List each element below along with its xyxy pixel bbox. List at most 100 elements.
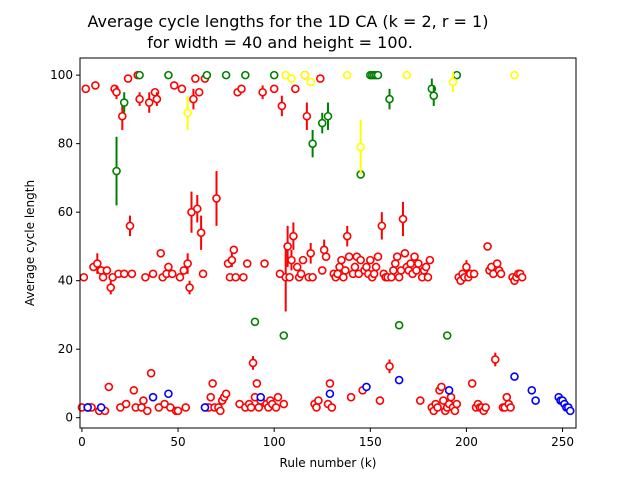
data-point [194,87,204,97]
data-point [221,389,231,399]
data-point [98,272,108,282]
data-point [279,399,289,409]
data-point [415,396,425,405]
data-point [462,262,471,272]
data-point [277,101,287,111]
data-point [169,81,179,90]
data-point [325,389,335,399]
data-point [375,396,385,405]
data-point [527,386,537,395]
data-point [362,262,371,272]
data-point [308,272,317,282]
data-point [492,259,502,268]
data-point [185,283,194,292]
data-point [175,272,185,282]
data-point [517,272,527,282]
data-point [212,194,221,203]
data-point [402,70,412,80]
data-point [339,272,348,282]
data-point [273,392,283,402]
data-point [192,204,202,214]
data-point [406,259,415,268]
data-point [369,269,379,279]
data-point [306,248,315,258]
data-point [321,252,331,262]
data-point [308,139,317,148]
data-point [164,70,173,80]
data-point [389,266,398,275]
data-point [252,379,262,388]
data-point [429,91,439,100]
y-tick-label: 0 [65,411,73,425]
data-point [394,272,404,282]
data-point [385,362,394,371]
data-point [202,70,212,80]
data-point [121,399,131,409]
data-point [167,269,177,279]
x-tick-label: 150 [359,435,382,449]
data-point [200,403,210,412]
data-point [377,221,387,231]
chart-title-line1: Average cycle lengths for the 1D CA (k =… [88,12,489,31]
data-point [531,396,540,405]
data-point [448,77,458,87]
data-point [506,403,515,412]
data-point [287,255,296,265]
data-point [394,320,404,330]
y-tick-label: 60 [58,205,73,219]
data-point [173,406,183,416]
data-point [269,70,279,80]
data-point [191,74,200,83]
data-point [350,262,360,272]
data-point [152,94,162,104]
data-point [410,252,419,262]
data-point [319,245,329,255]
data-point [206,392,216,402]
data-point [387,272,396,282]
data-point [96,403,106,412]
data-point [296,269,306,279]
data-point [316,74,325,83]
data-point [425,255,435,265]
data-point [414,259,423,268]
data-point [139,396,148,405]
data-point [312,403,321,412]
data-point [510,372,519,381]
data-point [260,259,269,268]
data-point [177,84,187,94]
data-point [237,84,246,94]
plot-frame [79,57,577,429]
data-point [112,166,121,176]
data-point [292,262,302,272]
data-point [337,255,346,265]
data-point [302,111,312,121]
data-point [242,259,252,268]
data-point [269,84,279,94]
data-point [196,228,206,238]
chart-title-line2: for width = 40 and height = 100. [147,33,413,52]
data-point [398,214,408,224]
data-point [323,111,333,121]
data-point [421,262,431,272]
x-tick-label: 50 [170,435,185,449]
data-point [344,252,354,262]
data-point [423,272,433,282]
data-point [490,355,500,364]
data-point [106,283,116,292]
data-point [287,74,296,83]
data-point [148,269,158,279]
data-point [437,382,446,392]
data-point [433,403,442,412]
data-point [450,406,460,416]
data-point [156,248,166,258]
y-tick-label: 40 [58,274,73,288]
data-point [400,248,410,258]
y-tick-label: 20 [58,342,73,356]
data-point [256,392,266,402]
data-point [112,87,121,97]
y-tick-label: 100 [50,68,73,82]
data-point [221,70,231,80]
data-point [208,379,217,388]
data-point [365,255,375,265]
